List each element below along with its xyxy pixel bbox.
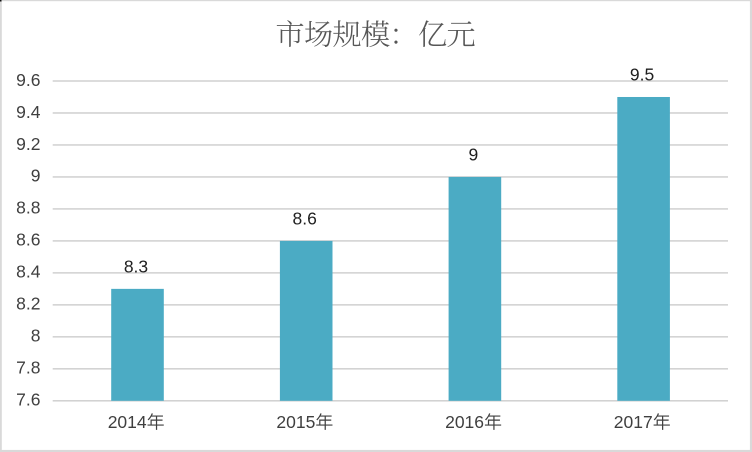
svg-text:9.4: 9.4 [16, 102, 41, 122]
svg-text:8.2: 8.2 [16, 294, 40, 314]
svg-text:8.4: 8.4 [16, 262, 41, 282]
svg-text:8: 8 [31, 326, 41, 346]
svg-text:2014: 2014 [108, 412, 147, 432]
svg-text:9.2: 9.2 [16, 134, 40, 154]
svg-text:8.3: 8.3 [124, 256, 148, 276]
svg-text:2016: 2016 [445, 412, 484, 432]
svg-text:8.6: 8.6 [16, 230, 40, 250]
svg-text:9.6: 9.6 [16, 70, 40, 90]
svg-text:8.6: 8.6 [293, 208, 317, 228]
svg-text:2017: 2017 [614, 412, 653, 432]
svg-text:2015: 2015 [276, 412, 315, 432]
svg-text:7.6: 7.6 [16, 390, 40, 410]
svg-text:9: 9 [469, 144, 479, 164]
svg-text:7.8: 7.8 [16, 358, 40, 378]
svg-text:8.8: 8.8 [16, 198, 40, 218]
svg-text:9.5: 9.5 [630, 64, 654, 84]
svg-text:9: 9 [31, 166, 41, 186]
